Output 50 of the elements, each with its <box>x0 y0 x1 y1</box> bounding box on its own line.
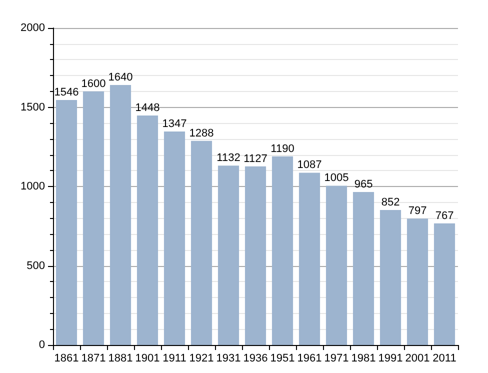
bar <box>164 132 186 345</box>
y-tick-label: 1500 <box>20 101 45 114</box>
data-label: 797 <box>408 205 427 218</box>
data-label: 1600 <box>81 78 106 90</box>
bar <box>380 210 402 345</box>
x-tick-label: 1921 <box>189 352 214 364</box>
x-tick-label: 1881 <box>108 352 133 364</box>
y-tick-label: 1000 <box>20 180 45 192</box>
x-tick-label: 1911 <box>162 352 186 364</box>
x-tick-label: 1936 <box>243 352 268 364</box>
y-tick-label: 0 <box>38 339 45 351</box>
bar <box>218 166 240 345</box>
x-tick-label: 1981 <box>351 352 376 364</box>
data-label: 1640 <box>108 72 133 84</box>
y-tick-label: 2000 <box>20 22 45 34</box>
x-tick-label: 2011 <box>432 352 456 364</box>
bar <box>406 218 428 345</box>
bar <box>82 91 104 345</box>
bar <box>110 85 132 345</box>
x-tick-label: 1971 <box>324 352 349 364</box>
data-label: 965 <box>354 178 373 191</box>
x-tick-label: 2001 <box>405 352 430 364</box>
data-label: 1448 <box>135 102 160 114</box>
bar <box>272 156 294 345</box>
data-label: 1288 <box>189 127 214 140</box>
x-tick-label: 1931 <box>216 352 241 364</box>
bar <box>136 115 158 345</box>
data-label: 1132 <box>216 152 240 164</box>
data-label: 1087 <box>297 159 322 172</box>
x-tick-label: 1871 <box>81 352 106 364</box>
data-label: 1005 <box>324 172 349 184</box>
bar <box>434 223 456 345</box>
x-tick-label: 1901 <box>135 352 160 364</box>
bar <box>352 192 374 345</box>
x-tick-label: 1951 <box>270 352 295 364</box>
data-label: 1546 <box>54 86 79 98</box>
data-label: 1190 <box>270 142 294 155</box>
bar <box>326 186 348 345</box>
y-tick-label: 500 <box>26 260 45 272</box>
bar <box>244 166 266 345</box>
x-tick-label: 1961 <box>297 352 322 364</box>
x-tick-label: 1861 <box>54 352 79 364</box>
data-label: 1347 <box>162 118 187 130</box>
data-label: 767 <box>435 210 454 222</box>
data-label: 852 <box>381 196 400 208</box>
bar <box>298 172 320 345</box>
data-label: 1127 <box>244 152 268 165</box>
bar <box>190 140 212 345</box>
x-tick-label: 1991 <box>378 352 403 364</box>
bar <box>56 100 78 345</box>
